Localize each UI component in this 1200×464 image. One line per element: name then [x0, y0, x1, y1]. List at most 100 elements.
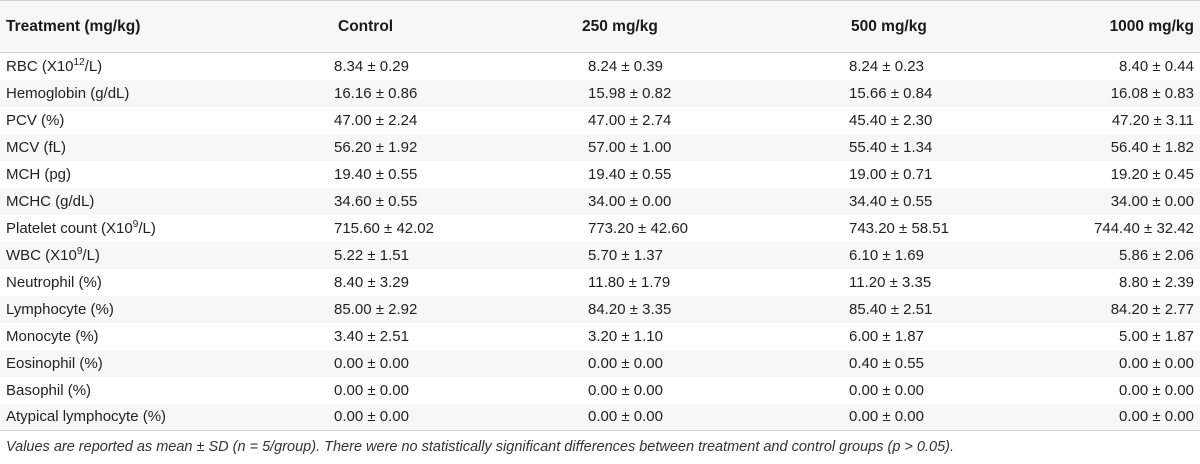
- value-control: 16.16 ± 0.86: [334, 84, 418, 102]
- row-label-text: RBC (X10: [6, 57, 74, 75]
- value-250: 0.00 ± 0.00: [588, 354, 663, 372]
- table-body: RBC (X1012/L) 8.34 ± 0.29 8.24 ± 0.39 8.24 …: [0, 53, 1200, 431]
- value-1000: 47.20 ± 3.11: [1111, 111, 1194, 129]
- value-1000: 0.00 ± 0.00: [1119, 408, 1194, 426]
- table-row: Neutrophil (%) 8.40 ± 3.29 11.80 ± 1.79 11.…: [0, 269, 1200, 296]
- value-control: 0.00 ± 0.00: [334, 408, 409, 426]
- value-250: 3.20 ± 1.10: [588, 327, 663, 345]
- table-row: WBC (X109/L) 5.22 ± 1.51 5.70 ± 1.37 6.10 ±…: [0, 241, 1200, 269]
- value-1000: 5.86 ± 2.06: [1119, 246, 1194, 264]
- value-250: 0.00 ± 0.00: [588, 381, 663, 399]
- value-500: 0.00 ± 0.00: [849, 408, 924, 426]
- value-500: 6.00 ± 1.87: [849, 327, 924, 345]
- row-label-text: Basophil (%): [6, 381, 92, 399]
- value-500: 11.20 ± 3.35: [849, 273, 932, 291]
- row-label-text: Monocyte (%): [6, 327, 99, 345]
- row-label: Basophil (%): [0, 377, 250, 404]
- row-label: Atypical lymphocyte (%): [0, 404, 250, 431]
- value-control: 19.40 ± 0.55: [334, 165, 418, 183]
- row-label: RBC (X1012/L): [0, 53, 250, 80]
- value-1000: 84.20 ± 2.77: [1110, 300, 1194, 318]
- table-footnote: Values are reported as mean ± SD (n = 5/…: [6, 439, 955, 455]
- value-control: 3.40 ± 2.51: [334, 327, 409, 345]
- header-row: Treatment (mg/kg) Control 250 mg/kg 500 …: [0, 0, 1200, 53]
- value-250: 773.20 ± 42.60: [588, 219, 688, 237]
- table-row: Eosinophil (%) 0.00 ± 0.00 0.00 ± 0.00 0.40…: [0, 349, 1200, 377]
- table-row: Atypical lymphocyte (%) 0.00 ± 0.00 0.00 ±…: [0, 403, 1200, 431]
- row-label: Eosinophil (%): [0, 350, 250, 377]
- header-500: 500 mg/kg: [851, 17, 927, 35]
- value-250: 8.24 ± 0.39: [588, 57, 663, 75]
- value-1000: 34.00 ± 0.00: [1110, 192, 1194, 210]
- value-250: 19.40 ± 0.55: [588, 165, 672, 183]
- row-label: MCV (fL): [0, 134, 250, 161]
- value-1000: 19.20 ± 0.45: [1110, 165, 1194, 183]
- header-control: Control: [338, 17, 394, 35]
- value-500: 15.66 ± 0.84: [849, 84, 933, 102]
- value-500: 6.10 ± 1.69: [849, 246, 924, 264]
- value-500: 0.00 ± 0.00: [849, 381, 924, 399]
- row-label-text: WBC (X10: [6, 246, 77, 264]
- value-1000: 0.00 ± 0.00: [1119, 354, 1194, 372]
- value-250: 47.00 ± 2.74: [588, 111, 672, 129]
- table-row: Basophil (%) 0.00 ± 0.00 0.00 ± 0.00 0.00 ±…: [0, 377, 1200, 404]
- value-control: 85.00 ± 2.92: [334, 300, 418, 318]
- value-500: 34.40 ± 0.55: [849, 192, 933, 210]
- row-label: Monocyte (%): [0, 323, 250, 350]
- header-250: 250 mg/kg: [582, 17, 658, 35]
- value-control: 715.60 ± 42.02: [334, 219, 434, 237]
- table-row: Hemoglobin (g/dL) 16.16 ± 0.86 15.98 ± 0.8…: [0, 79, 1200, 107]
- row-label-text: Hemoglobin (g/dL): [6, 84, 130, 102]
- value-1000: 8.40 ± 0.44: [1119, 57, 1194, 75]
- value-250: 34.00 ± 0.00: [588, 192, 672, 210]
- row-label-text: MCV (fL): [6, 138, 66, 156]
- table-row: MCH (pg) 19.40 ± 0.55 19.40 ± 0.55 19.00 ± …: [0, 161, 1200, 188]
- row-label: Lymphocyte (%): [0, 296, 250, 323]
- row-label-text: Neutrophil (%): [6, 273, 102, 291]
- row-label: Platelet count (X109/L): [0, 215, 250, 242]
- value-control: 47.00 ± 2.24: [334, 111, 418, 129]
- value-1000: 744.40 ± 32.42: [1094, 219, 1194, 237]
- table-row: MCHC (g/dL) 34.60 ± 0.55 34.00 ± 0.00 34.40…: [0, 187, 1200, 215]
- header-treatment: Treatment (mg/kg): [6, 17, 141, 35]
- row-label-text: Lymphocyte (%): [6, 300, 114, 318]
- value-500: 8.24 ± 0.23: [849, 57, 924, 75]
- value-250: 57.00 ± 1.00: [588, 138, 672, 156]
- value-control: 5.22 ± 1.51: [334, 246, 409, 264]
- value-250: 84.20 ± 3.35: [588, 300, 672, 318]
- table-row: Monocyte (%) 3.40 ± 2.51 3.20 ± 1.10 6.00 ±…: [0, 323, 1200, 350]
- value-control: 34.60 ± 0.55: [334, 192, 418, 210]
- table-row: PCV (%) 47.00 ± 2.24 47.00 ± 2.74 45.40 ± 2…: [0, 107, 1200, 134]
- row-label-superscript: 9: [132, 218, 139, 230]
- value-250: 15.98 ± 0.82: [588, 84, 672, 102]
- row-label-text: PCV (%): [6, 111, 65, 129]
- value-control: 8.34 ± 0.29: [334, 57, 409, 75]
- value-500: 45.40 ± 2.30: [849, 111, 933, 129]
- row-label: Neutrophil (%): [0, 269, 250, 296]
- row-label-unit: /L): [82, 246, 100, 264]
- table-row: MCV (fL) 56.20 ± 1.92 57.00 ± 1.00 55.40 ± …: [0, 133, 1200, 161]
- row-label: PCV (%): [0, 107, 250, 134]
- row-label-text: MCH (pg): [6, 165, 72, 183]
- row-label: MCHC (g/dL): [0, 188, 250, 215]
- value-1000: 16.08 ± 0.83: [1110, 84, 1194, 102]
- table-row: Platelet count (X109/L) 715.60 ± 42.02 773…: [0, 215, 1200, 242]
- row-label-superscript: 9: [76, 245, 83, 257]
- table-row: Lymphocyte (%) 85.00 ± 2.92 84.20 ± 3.35 85…: [0, 295, 1200, 323]
- value-500: 19.00 ± 0.71: [849, 165, 933, 183]
- row-label-text: Platelet count (X10: [6, 219, 133, 237]
- header-1000: 1000 mg/kg: [1109, 17, 1194, 35]
- hematology-table: Treatment (mg/kg) Control 250 mg/kg 500 …: [0, 0, 1200, 431]
- row-label: Hemoglobin (g/dL): [0, 80, 250, 107]
- value-250: 0.00 ± 0.00: [588, 408, 663, 426]
- value-250: 11.80 ± 1.79: [588, 273, 671, 291]
- value-1000: 5.00 ± 1.87: [1119, 327, 1194, 345]
- table-header: Treatment (mg/kg) Control 250 mg/kg 500 …: [0, 0, 1200, 53]
- value-control: 8.40 ± 3.29: [334, 273, 409, 291]
- value-control: 56.20 ± 1.92: [334, 138, 418, 156]
- row-label: MCH (pg): [0, 161, 250, 188]
- row-label-text: MCHC (g/dL): [6, 192, 95, 210]
- value-1000: 56.40 ± 1.82: [1110, 138, 1194, 156]
- value-control: 0.00 ± 0.00: [334, 381, 409, 399]
